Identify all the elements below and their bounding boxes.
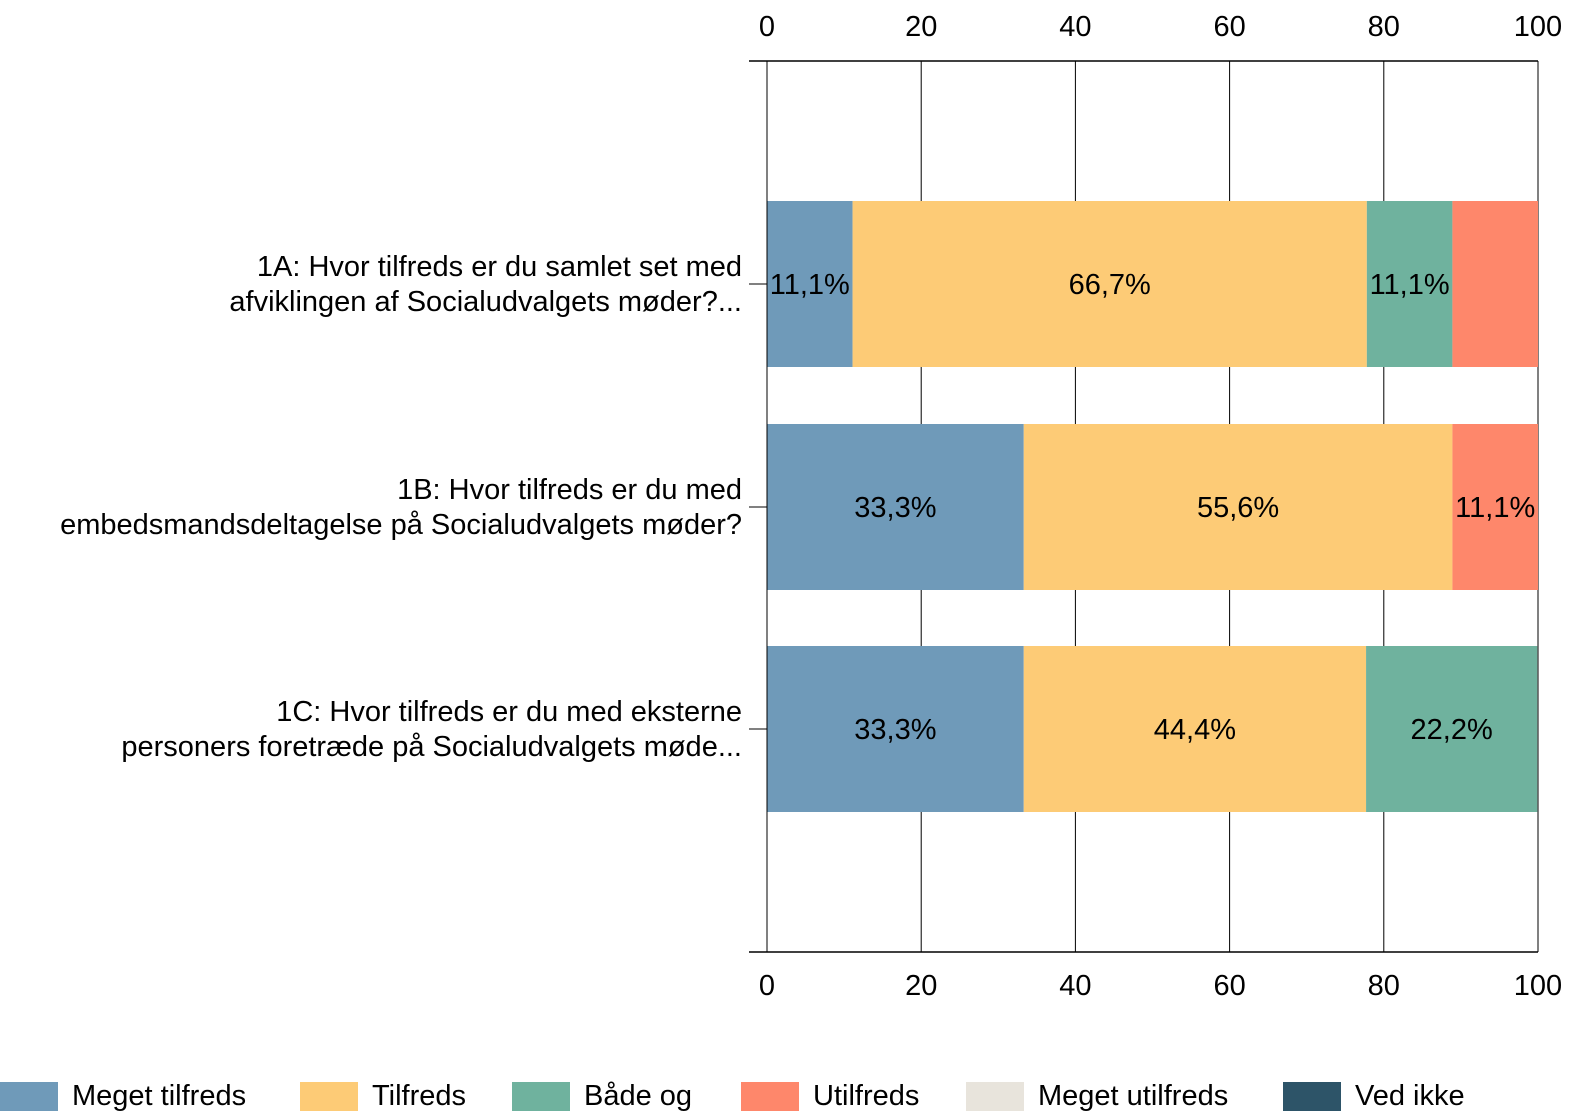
data-label: 33,3%: [854, 714, 936, 746]
legend-item: Ved ikke: [1283, 1075, 1465, 1118]
bar-segment: [767, 646, 1024, 812]
x-tick-label-top: 20: [905, 11, 937, 43]
category-label: 1B: Hvor tilfreds er du med: [397, 474, 742, 506]
legend-label: Meget tilfreds: [72, 1080, 247, 1112]
legend-swatch: [741, 1082, 799, 1111]
category-label: afviklingen af Socialudvalgets møder?...: [229, 286, 742, 318]
legend-swatch: [300, 1082, 358, 1111]
bar-segment: [767, 424, 1024, 590]
data-label: 33,3%: [854, 492, 936, 524]
legend-swatch: [512, 1082, 570, 1111]
legend-item: Utilfreds: [741, 1075, 919, 1118]
bar-segment: [1366, 201, 1453, 367]
legend-item: Både og: [512, 1075, 692, 1118]
data-label: 11,1%: [770, 269, 850, 301]
legend-label: Tilfreds: [372, 1080, 466, 1112]
x-tick-label-bottom: 80: [1368, 970, 1400, 1002]
x-tick-label-bottom: 100: [1514, 970, 1562, 1002]
category-label: 1A: Hvor tilfreds er du samlet set med: [257, 251, 742, 283]
legend-label: Meget utilfreds: [1038, 1080, 1229, 1112]
labels: 0 0 20 20 40 40 60 60 80 80 100 100 11,1% 66,7% 11,1% 1…: [60, 11, 1562, 1002]
bar-segment: [1452, 201, 1538, 367]
bar-segment: [852, 201, 1367, 367]
x-tick-label-bottom: 0: [759, 970, 775, 1002]
x-tick-label-top: 100: [1514, 11, 1562, 43]
bar-segment: [767, 201, 853, 367]
bar-segment: [1023, 424, 1453, 590]
x-tick-label-top: 80: [1368, 11, 1400, 43]
legend-swatch: [1283, 1082, 1341, 1111]
stacked-bar-chart: 0 0 20 20 40 40 60 60 80 80 100 100 11,1% 66,7% 11,1% 1…: [60, 11, 1562, 1002]
category-label: 1C: Hvor tilfreds er du med eksterne: [276, 696, 742, 728]
category-label: embedsmandsdeltagelse på Socialudvalgets…: [60, 509, 742, 541]
x-tick-label-top: 40: [1059, 11, 1091, 43]
axes: [749, 60, 1538, 953]
x-tick-label-bottom: 60: [1213, 970, 1245, 1002]
legend-label: Utilfreds: [813, 1080, 920, 1112]
data-label: 66,7%: [1069, 269, 1151, 301]
legend-swatch: [966, 1082, 1024, 1111]
legend-swatch: [0, 1082, 58, 1111]
data-label: 55,6%: [1197, 492, 1279, 524]
bar-segment: [1366, 646, 1538, 812]
data-label: 11,1%: [1370, 269, 1450, 301]
x-tick-label-top: 60: [1213, 11, 1245, 43]
data-label: 44,4%: [1154, 714, 1236, 746]
legend-item: Meget utilfreds: [966, 1075, 1228, 1118]
bar-segment: [1452, 424, 1538, 590]
legend-label: Både og: [584, 1080, 693, 1112]
legend-item: Tilfreds: [300, 1075, 466, 1118]
bars: [767, 201, 1538, 812]
legend-label: Ved ikke: [1355, 1080, 1465, 1112]
category-label: personers foretræde på Socialudvalgets m…: [121, 731, 742, 763]
bar-segment: [1023, 646, 1367, 812]
x-tick-label-bottom: 20: [905, 970, 937, 1002]
legend: Meget tilfreds Tilfreds Både og Utilfreds Me…: [0, 1075, 1587, 1118]
x-tick-label-top: 0: [759, 11, 775, 43]
x-tick-label-bottom: 40: [1059, 970, 1091, 1002]
data-label: 22,2%: [1411, 714, 1493, 746]
legend-item: Meget tilfreds: [0, 1075, 246, 1118]
data-label: 11,1%: [1455, 492, 1535, 524]
